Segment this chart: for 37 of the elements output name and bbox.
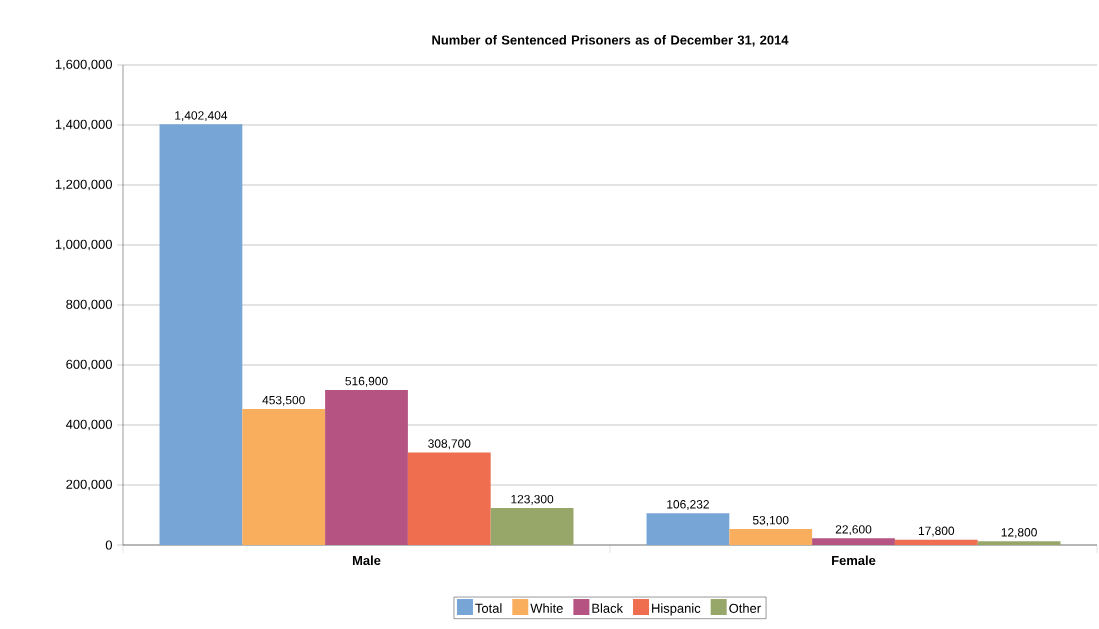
- data-label: 516,900: [345, 376, 388, 387]
- legend-label: Hispanic: [652, 603, 701, 616]
- bar: [325, 389, 408, 545]
- bar: [812, 538, 895, 545]
- bar: [159, 124, 243, 545]
- bar: [894, 539, 978, 545]
- bar: [490, 508, 574, 545]
- chart-title: Number of Sentenced Prisoners as of December 31, 2014: [432, 35, 789, 47]
- bar: [407, 452, 491, 545]
- data-label: 106,232: [667, 500, 709, 510]
- data-label: 53,100: [752, 516, 789, 526]
- x-tick-label: Male: [352, 555, 381, 566]
- x-tick-label: Female: [832, 555, 876, 566]
- data-label: 1,402,404: [175, 111, 228, 122]
- y-tick-label: 800,000: [66, 299, 112, 311]
- y-tick-label: 1,000,000: [55, 239, 112, 251]
- y-tick-label: 200,000: [66, 479, 112, 491]
- y-tick-label: 1,400,000: [55, 119, 112, 131]
- y-tick-label: 600,000: [66, 359, 112, 371]
- data-label: 453,500: [262, 395, 305, 406]
- data-label: 12,800: [1001, 528, 1037, 538]
- bar: [977, 541, 1061, 545]
- data-label: 17,800: [918, 526, 955, 537]
- legend-label: Other: [729, 603, 761, 613]
- bar: [242, 408, 326, 545]
- data-label: 308,700: [428, 439, 471, 450]
- y-tick-label: 0: [105, 540, 112, 550]
- legend-label: Black: [592, 603, 624, 613]
- bar: [729, 529, 813, 545]
- legend-label: Total: [475, 603, 502, 613]
- y-tick-label: 1,600,000: [55, 59, 112, 71]
- y-tick-label: 400,000: [65, 419, 112, 431]
- y-tick-label: 1,200,000: [55, 179, 112, 191]
- legend-label: White: [530, 603, 563, 613]
- bar: [646, 513, 730, 545]
- data-label: 123,300: [511, 494, 554, 505]
- data-label: 22,600: [835, 525, 872, 536]
